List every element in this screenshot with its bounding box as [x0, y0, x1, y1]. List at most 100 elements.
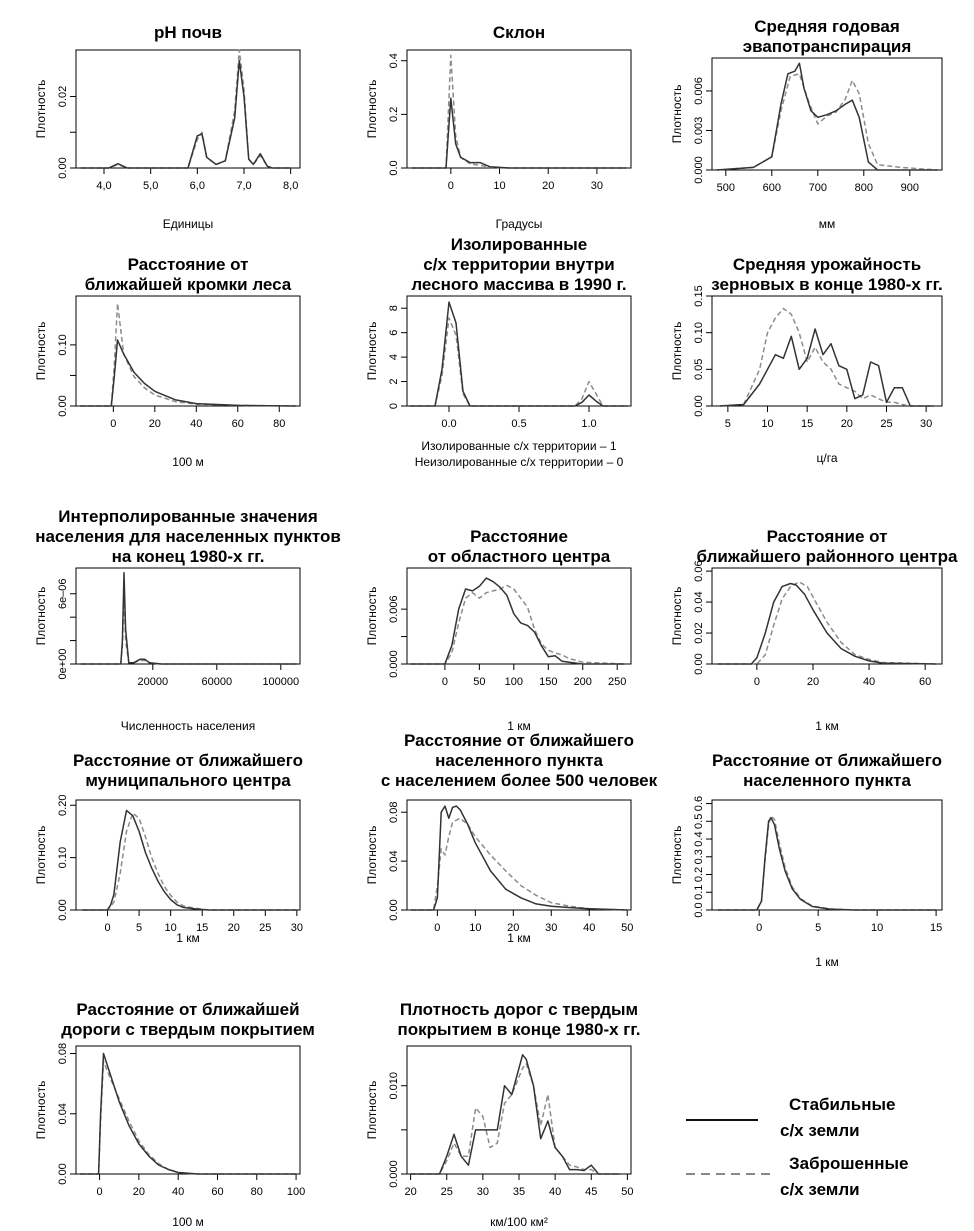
- series-abandoned-line: [82, 812, 297, 911]
- x-tick-label: 0: [110, 418, 116, 430]
- x-axis-label: Численность населения: [121, 719, 255, 733]
- x-tick-label: 200: [574, 676, 592, 688]
- series-stable-line: [410, 805, 628, 911]
- x-tick-label: 1.0: [581, 418, 596, 430]
- y-tick-label: 6e–06: [57, 578, 69, 609]
- y-tick-label: 0.1: [693, 885, 705, 900]
- series-abandoned-line: [410, 1062, 621, 1175]
- panel-title-line: зерновых в конце 1980-х гг.: [711, 275, 942, 294]
- y-tick-label: 0.10: [57, 334, 69, 355]
- x-tick-label: 20: [404, 1186, 416, 1198]
- x-tick-label: 5: [815, 922, 821, 934]
- y-tick-label: 0.20: [57, 795, 69, 816]
- x-tick-label: 50: [473, 676, 485, 688]
- plot-frame: [406, 567, 632, 665]
- legend-abandoned-label-line1: Заброшенные: [789, 1154, 909, 1173]
- x-tick-label: 5: [136, 922, 142, 934]
- plot-frame: [711, 295, 943, 407]
- x-tick-label: 0: [104, 922, 110, 934]
- y-tick-label: 0.2: [388, 107, 400, 122]
- x-tick-label: 100: [287, 1186, 305, 1198]
- y-axis-label: Плотность: [34, 1081, 48, 1140]
- y-axis-label: Плотность: [34, 322, 48, 381]
- series-abandoned-line: [80, 49, 291, 169]
- series-abandoned-line: [409, 317, 629, 407]
- y-axis-label: Плотность: [670, 826, 684, 885]
- x-tick-label: 4,0: [96, 180, 111, 192]
- plot-frame: [75, 799, 301, 911]
- series-abandoned-line: [719, 307, 935, 407]
- panel-title-line: эвапотранспирация: [743, 37, 912, 56]
- plot-frame: [711, 57, 943, 171]
- y-tick-label: 0.00: [57, 395, 69, 416]
- y-tick-label: 0.04: [57, 1103, 69, 1124]
- x-tick-label: 700: [809, 182, 827, 194]
- y-tick-label: 0.5: [693, 814, 705, 829]
- x-tick-label: 60: [211, 1186, 223, 1198]
- panel-title-line: с населением более 500 человек: [381, 771, 658, 790]
- y-axis-label: Плотность: [34, 826, 48, 885]
- x-tick-label: 40: [863, 676, 875, 688]
- x-tick-label: 100: [505, 676, 523, 688]
- x-tick-label: 10: [469, 922, 481, 934]
- y-tick-label: 0.04: [388, 850, 400, 871]
- y-axis-label: Плотность: [365, 1081, 379, 1140]
- panel-title-line: Расстояние от ближайшей: [76, 1000, 299, 1019]
- x-tick-label: 40: [190, 418, 202, 430]
- y-tick-label: 0.003: [693, 117, 705, 145]
- x-tick-label: 10: [871, 922, 883, 934]
- y-tick-label: 0.000: [388, 650, 400, 678]
- x-axis-label: 1 км: [507, 719, 531, 733]
- x-axis-label: 1 км: [815, 719, 839, 733]
- legend-stable-label-line1: Стабильные: [789, 1095, 896, 1114]
- series-abandoned-line: [717, 581, 937, 665]
- panel-title-line: населения для населенных пунктов: [35, 527, 341, 546]
- y-tick-label: 0.15: [693, 285, 705, 306]
- x-axis-label: Единицы: [163, 217, 214, 231]
- panel-title-line: Плотность дорог с твердым: [400, 1000, 638, 1019]
- x-tick-label: 900: [901, 182, 919, 194]
- x-tick-label: 20: [542, 180, 554, 192]
- series-abandoned-line: [80, 593, 297, 665]
- y-tick-label: 0.02: [693, 622, 705, 643]
- x-tick-label: 45: [585, 1186, 597, 1198]
- x-tick-label: 10: [165, 922, 177, 934]
- x-tick-label: 40: [549, 1186, 561, 1198]
- panel-title-line: Расстояние от: [767, 527, 888, 546]
- panel-title-line: Склон: [493, 23, 545, 42]
- x-tick-label: 0: [442, 676, 448, 688]
- series-stable-line: [80, 571, 297, 665]
- panel-title-line: Изолированные: [451, 235, 587, 254]
- legend-stable-label-line2: с/х земли: [780, 1121, 860, 1140]
- x-tick-label: 30: [291, 922, 303, 934]
- x-tick-label: 0: [756, 922, 762, 934]
- y-tick-label: 6: [388, 330, 400, 336]
- y-axis-label: Плотность: [365, 80, 379, 139]
- y-tick-label: 0.006: [693, 77, 705, 105]
- panel-title-line: Расстояние от ближайшего: [404, 731, 634, 750]
- x-tick-label: 5,0: [143, 180, 158, 192]
- x-tick-label: 0: [434, 922, 440, 934]
- panel-title-line: Интерполированные значения: [58, 507, 318, 526]
- y-tick-label: 0.4: [693, 831, 705, 846]
- plot-frame: [406, 799, 632, 911]
- y-axis-label: Плотность: [365, 322, 379, 381]
- panel-1: pH почв 4,0 5,0 6,0 7,0 8,0 0.00 0.02 Плотность Е…: [34, 23, 301, 231]
- x-axis-label: км/100 км²: [490, 1215, 548, 1229]
- y-axis-label: Плотность: [34, 80, 48, 139]
- x-tick-label: 10: [761, 418, 773, 430]
- x-tick-label: 20: [149, 418, 161, 430]
- x-tick-label: 0.0: [441, 418, 456, 430]
- x-tick-label: 15: [801, 418, 813, 430]
- y-tick-label: 0.0: [693, 902, 705, 917]
- y-axis-label: Плотность: [670, 85, 684, 144]
- x-tick-label: 20: [133, 1186, 145, 1198]
- x-tick-label: 0: [448, 180, 454, 192]
- x-axis-label: 100 м: [172, 455, 204, 469]
- x-tick-label: 6,0: [190, 180, 205, 192]
- y-tick-label: 8: [388, 305, 400, 311]
- x-tick-label: 20: [228, 922, 240, 934]
